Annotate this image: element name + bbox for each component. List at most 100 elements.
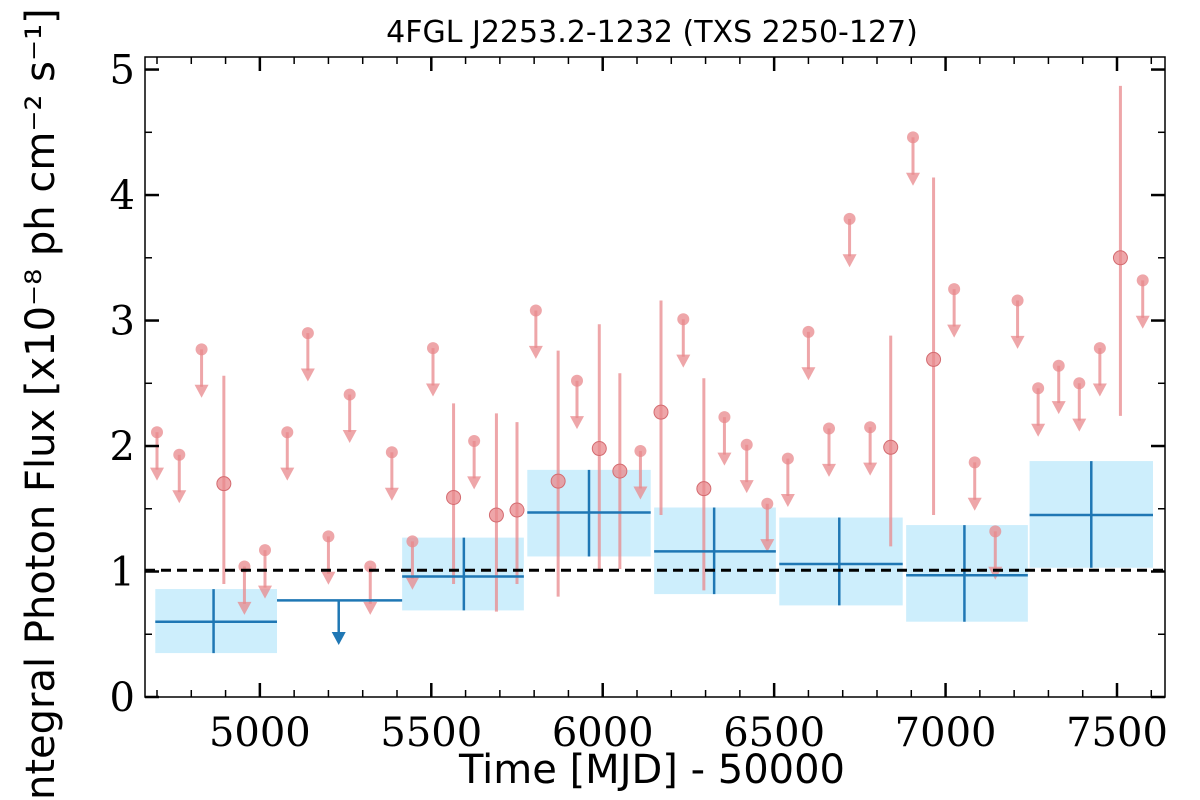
upper-limit-marker [864, 421, 877, 434]
upper-limit-arrowhead [321, 571, 336, 585]
upper-limit-marker [1011, 294, 1024, 307]
upper-limit-arrowhead [676, 354, 691, 368]
upper-limit-marker [1136, 274, 1149, 287]
upper-limit-marker [761, 497, 774, 510]
upper-limit-marker [802, 325, 815, 338]
y-tick-label: 2 [110, 424, 135, 470]
upper-limit-marker [427, 342, 439, 355]
upper-limit-marker [1032, 382, 1045, 395]
upper-limit-marker [843, 212, 856, 225]
long-bin-ul-arrowhead [331, 632, 346, 646]
short-bin-point [926, 351, 942, 367]
upper-limit-marker [1073, 377, 1086, 390]
upper-limit-marker [151, 426, 163, 439]
chart-title: 4FGL J2253.2-1232 (TXS 2250-127) [386, 15, 918, 50]
short-bin-point [612, 463, 628, 479]
y-tick-label: 0 [110, 675, 135, 721]
upper-limit-marker [571, 374, 583, 387]
upper-limit-marker [718, 411, 731, 424]
upper-limit-arrowhead [280, 467, 295, 481]
upper-limit-marker [468, 435, 481, 447]
short-bin-point [488, 507, 504, 523]
upper-limit-marker [781, 452, 794, 465]
upper-limit-arrowhead [801, 367, 816, 381]
upper-limit-arrowhead [467, 476, 482, 490]
upper-limit-marker [740, 438, 753, 451]
upper-limit-arrowhead [760, 539, 775, 553]
upper-limit-arrowhead [906, 172, 920, 186]
upper-limit-arrowhead [426, 383, 440, 397]
y-axis-label: Integral Photon Flux [x10⁻⁸ ph cm⁻² s⁻¹] [18, 8, 64, 800]
axes-frame [144, 56, 1166, 698]
upper-limit-arrowhead [822, 463, 836, 477]
x-tick-label: 5500 [380, 710, 482, 756]
short-bin-point [696, 481, 712, 497]
upper-limit-arrowhead [237, 601, 252, 615]
upper-limit-arrowhead [842, 254, 857, 268]
upper-limit-marker [301, 327, 314, 340]
short-bin-point [883, 439, 899, 455]
upper-limit-marker [322, 530, 335, 543]
upper-limit-arrowhead [172, 490, 187, 504]
upper-limit-marker [989, 525, 1002, 538]
x-axis-label: Time [MJD] - 50000 [458, 747, 845, 793]
upper-limit-marker [281, 426, 294, 439]
upper-limit-marker [948, 283, 961, 296]
long-bin-band [906, 525, 1028, 622]
upper-limit-marker [173, 448, 186, 461]
upper-limit-arrowhead [570, 416, 584, 430]
upper-limit-arrowhead [384, 487, 399, 501]
x-tick-label: 5000 [209, 710, 311, 756]
upper-limit-arrowhead [194, 384, 209, 398]
upper-limit-arrowhead [363, 601, 378, 615]
upper-limit-arrowhead [405, 576, 420, 590]
upper-limit-marker [385, 446, 398, 459]
upper-limit-marker [1052, 359, 1065, 372]
short-bin-point [550, 473, 566, 489]
upper-limit-marker [1093, 342, 1106, 355]
upper-limit-arrowhead [150, 467, 164, 481]
upper-limit-arrowhead [717, 452, 732, 466]
short-bin-point [591, 441, 607, 457]
short-bin-point [1112, 250, 1128, 266]
upper-limit-arrowhead [1051, 401, 1066, 415]
upper-limit-arrowhead [1092, 383, 1107, 397]
upper-limit-arrowhead [1031, 423, 1046, 437]
upper-limit-arrowhead [967, 497, 982, 511]
upper-limit-arrowhead [300, 368, 315, 382]
y-tick-label: 1 [110, 550, 135, 596]
upper-limit-arrowhead [1010, 335, 1025, 349]
upper-limit-marker [907, 131, 919, 144]
upper-limit-marker [968, 456, 981, 469]
x-tick-label: 6500 [723, 710, 825, 756]
x-tick-label: 7000 [895, 710, 997, 756]
upper-limit-marker [195, 343, 208, 356]
upper-limit-marker [677, 313, 690, 326]
upper-limit-arrowhead [780, 493, 795, 507]
x-tick-label: 7500 [1066, 710, 1168, 756]
upper-limit-marker [406, 535, 419, 548]
upper-limit-marker [634, 445, 647, 458]
upper-limit-arrowhead [342, 429, 357, 443]
short-bin-point [446, 489, 462, 505]
upper-limit-arrowhead [1072, 418, 1087, 432]
long-bin-band [779, 517, 903, 606]
short-bin-point [216, 476, 232, 492]
upper-limit-marker [529, 304, 542, 317]
y-tick-label: 5 [110, 48, 135, 94]
upper-limit-marker [343, 388, 356, 401]
x-tick-label: 6000 [552, 710, 654, 756]
y-tick-label: 4 [110, 173, 135, 219]
upper-limit-arrowhead [528, 345, 543, 359]
upper-limit-marker [823, 422, 835, 435]
short-bin-point [509, 502, 525, 518]
upper-limit-marker [259, 544, 271, 557]
upper-limit-arrowhead [947, 324, 962, 338]
y-tick-label: 3 [110, 299, 135, 345]
upper-limit-arrowhead [739, 480, 754, 494]
upper-limit-arrowhead [258, 585, 272, 599]
plot-area: 5000 5500 6000 6500 7000 7500 0 1 2 3 4 5 [110, 48, 1168, 756]
short-bin-point [653, 404, 669, 420]
